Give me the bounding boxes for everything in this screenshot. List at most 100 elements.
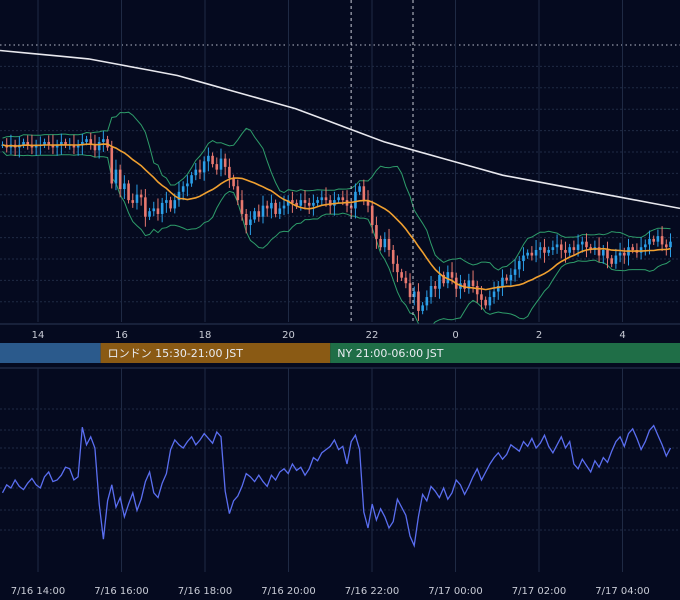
candle-body (530, 252, 534, 256)
candle-body (480, 294, 483, 300)
candle-body (618, 252, 622, 256)
candle-body (43, 141, 46, 145)
candle-body (526, 252, 529, 256)
candle-body (396, 263, 399, 273)
candle-body (278, 208, 282, 214)
hour-tick-label: 20 (282, 330, 295, 341)
hour-tick-label: 22 (366, 330, 379, 341)
candle-body (274, 202, 277, 214)
candle-body (450, 272, 454, 278)
candle-body (664, 244, 668, 248)
candle-body (328, 200, 332, 206)
candle-body (429, 285, 433, 298)
candle-body (106, 139, 109, 148)
candle-body (93, 144, 97, 151)
candle-body (488, 297, 492, 306)
hour-tick-label: 4 (619, 330, 625, 341)
candle-body (362, 186, 366, 201)
candle-body (110, 147, 114, 184)
candle-body (148, 211, 151, 217)
session-bands: ロンドン 15:30-21:00 JST NY 21:00-06:00 JST (0, 343, 680, 363)
session-label: NY 21:00-06:00 JST (337, 347, 444, 360)
candle-body (538, 247, 542, 250)
candle-body (568, 247, 571, 253)
candle-body (22, 141, 25, 145)
candle-body (442, 274, 445, 284)
candle-body (299, 200, 303, 206)
candle-body (463, 283, 466, 289)
candle-body (639, 247, 643, 253)
candle-body (244, 213, 248, 226)
candle-body (522, 255, 525, 262)
candle-body (60, 141, 63, 145)
hour-tick-label: 0 (452, 330, 458, 341)
candle-body (572, 247, 576, 250)
candle-body (433, 285, 437, 289)
candle-body (564, 249, 567, 253)
candle-body (601, 249, 605, 256)
candle-body (576, 244, 580, 250)
hour-tick-label: 18 (199, 330, 212, 341)
candle-body (236, 186, 240, 201)
candle-body (89, 139, 93, 145)
session-band (330, 343, 680, 363)
candle-body (139, 194, 143, 198)
candle-body (475, 285, 479, 295)
candle-body (131, 200, 135, 203)
candle-body (215, 164, 219, 170)
candle-body (144, 197, 147, 217)
candle-body (240, 200, 244, 214)
candle-body (354, 191, 357, 209)
candle-body (559, 244, 563, 250)
candle-body (417, 291, 420, 311)
candle-body (387, 238, 391, 250)
time-tick-label: 7/16 14:00 (11, 586, 65, 597)
candle-body (232, 177, 235, 187)
time-tick-label: 7/17 02:00 (512, 586, 566, 597)
candle-body (55, 144, 59, 148)
ma-long-line (0, 49, 680, 210)
candle-body (312, 202, 315, 206)
candle-body (295, 202, 298, 206)
candle-body (207, 155, 210, 162)
candle-body (492, 291, 496, 298)
time-axis: 7/16 14:00 7/16 16:00 7/16 18:00 7/16 20:00… (11, 586, 650, 597)
candle-body (261, 205, 265, 217)
candle-body (358, 186, 361, 192)
candle-body (97, 141, 101, 151)
bollinger-upper (2, 111, 671, 271)
candle-body (186, 183, 189, 187)
hour-axis-background (0, 324, 680, 342)
hour-tick-label: 2 (536, 330, 542, 341)
candle-body (202, 161, 206, 173)
candle-body (484, 299, 487, 306)
candle-body (282, 205, 286, 209)
candle-body (391, 249, 395, 264)
candle-body (383, 238, 387, 248)
candle-body (606, 249, 609, 259)
candle-body (585, 241, 588, 248)
oscillator-pane-grid (0, 367, 680, 572)
candle-body (173, 200, 177, 209)
candle-body (76, 144, 80, 148)
candle-body (652, 238, 655, 242)
candle-body (580, 241, 584, 245)
candle-body (551, 247, 555, 250)
candle-body (81, 141, 84, 145)
candle-body (631, 247, 634, 250)
candle-body (286, 200, 290, 206)
candle-body (643, 244, 647, 248)
candle-body (471, 280, 475, 286)
candle-body (669, 241, 672, 248)
candle-body (513, 269, 517, 275)
session-label: ロンドン 15:30-21:00 JST (108, 347, 244, 360)
candle-body (324, 197, 328, 201)
hour-tick-label: 16 (115, 330, 128, 341)
time-tick-label: 7/16 16:00 (94, 586, 148, 597)
candle-body (123, 183, 126, 190)
candle-body (219, 158, 223, 170)
candle-body (160, 202, 164, 214)
candle-body (375, 225, 378, 239)
